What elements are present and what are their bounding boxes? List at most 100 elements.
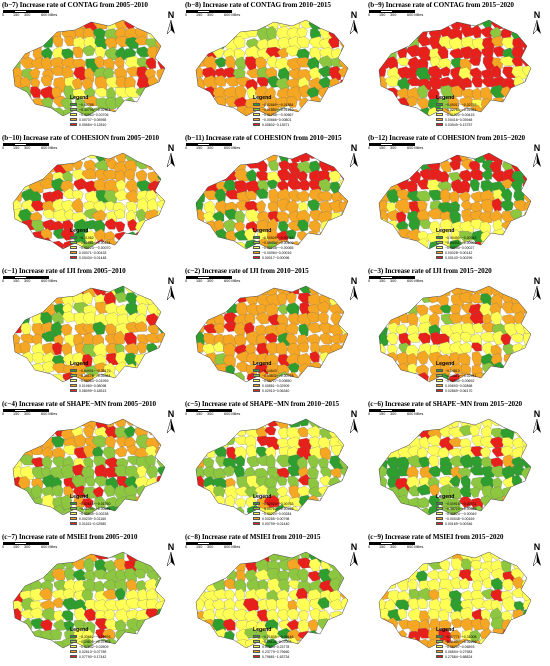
legend-label: −0.00123~−0.00070	[79, 245, 111, 250]
legend-swatch	[253, 511, 260, 516]
legend-item: −0.06297~0.06593	[436, 644, 498, 649]
scale-label: 300	[24, 545, 31, 549]
legend-swatch	[253, 235, 260, 240]
map-legend: Legend −0.00490~−0.00342 −0.00341~−0.00091…	[436, 228, 498, 260]
north-arrow-icon: N	[348, 143, 360, 167]
legend-label: 0.01161~0.02580	[79, 521, 107, 526]
legend-swatch	[436, 245, 443, 250]
legend-swatch	[436, 644, 443, 649]
panel-title: (c−4) Increase rate of SHAPE−MN from 200…	[2, 400, 156, 408]
map-panel: (b−9) Increase rate of CONTAG from 2015−…	[366, 0, 549, 133]
legend-item: −0.00090~0.00027	[436, 245, 498, 250]
legend-label: −0.00444~−0.00109	[262, 240, 294, 245]
north-arrow-icon: N	[348, 10, 360, 34]
legend-label: 0.08099~0.18513	[79, 388, 107, 393]
legend-swatch	[70, 378, 77, 383]
legend-item: 0.00017~0.00096	[253, 255, 315, 260]
legend-label: 0.06594~0.27583	[445, 649, 473, 654]
legend-label: −0.01883~−0.01259	[262, 107, 294, 112]
map-legend: Legend −0.47771~−0.31008 −0.31007~−0.06299…	[436, 627, 498, 659]
legend-label: 0.00028~0.00142	[445, 250, 473, 255]
scale-label: 300	[207, 545, 214, 549]
scale-label: 0	[2, 279, 5, 283]
legend-swatch	[253, 501, 260, 506]
legend-label: 0.02869~0.06170	[445, 388, 473, 393]
scale-label: 600 Miles	[407, 13, 424, 17]
legend-item: −0.02024~−0.00763	[253, 501, 315, 506]
legend-title: Legend	[253, 95, 272, 101]
scale-label: 150	[13, 13, 20, 17]
legend-swatch	[70, 383, 77, 388]
north-arrow-icon: N	[531, 276, 543, 300]
legend-item: 0.02910~0.06340	[253, 388, 315, 393]
legend-item: 0.07790~0.17442	[70, 654, 132, 659]
scale-label: 0	[368, 13, 371, 17]
region-map	[195, 551, 349, 649]
map-panel: (b−7) Increase rate of CONTAG from 2005−…	[0, 0, 183, 133]
map-legend: Legend −0.00509~−0.00445 −0.00444~−0.00109…	[253, 228, 315, 260]
legend-item: −0.02754~−0.01021	[436, 107, 498, 112]
legend-swatch	[70, 521, 77, 526]
legend-title: Legend	[436, 494, 455, 500]
legend-label: −0.05145~0.07003	[262, 639, 292, 644]
map-legend: Legend −0.01082 −0.01081~−0.00124 −0.00123~…	[70, 228, 132, 260]
legend-label: 0.07004~0.23778	[262, 644, 290, 649]
legend-title: Legend	[253, 627, 272, 633]
legend-item: −0.19875~−0.07833	[70, 639, 132, 644]
legend-label: −0.31007~−0.06299	[445, 639, 477, 644]
panel-title: (c−7) Increase rate of MSIEI from 2005−2…	[2, 533, 138, 541]
panel-title: (c−6) Increase rate of SHAPE−MN from 201…	[368, 400, 522, 408]
legend-label: 0.00143~0.00299	[445, 255, 473, 260]
region-map	[378, 285, 532, 383]
region-map	[378, 551, 532, 649]
legend-swatch	[436, 378, 443, 383]
legend-swatch	[70, 245, 77, 250]
scale-label: 300	[207, 412, 214, 416]
scale-label: 150	[13, 412, 20, 416]
legend-label: −0.02963~0.00706	[79, 112, 109, 117]
scale-label: 0	[185, 412, 188, 416]
scale-label: 300	[207, 13, 214, 17]
scale-label: 300	[207, 146, 214, 150]
scale-label: 150	[13, 545, 20, 549]
scale-label: 300	[207, 279, 214, 283]
legend-title: Legend	[253, 494, 272, 500]
map-panel: (c−3) Increase rate of IJI from 2015−202…	[366, 266, 549, 399]
legend-item: 0.07004~0.23778	[253, 644, 315, 649]
legend-label: 0.00071~0.00433	[79, 250, 107, 255]
legend-label: −0.00720~−0.00525	[445, 506, 477, 511]
panel-title: (b−12) Increase rate of COHESION from 20…	[368, 134, 525, 142]
legend-label: 0.00799~0.01440	[262, 521, 290, 526]
panel-title: (b−11) Increase rate of COHESION from 20…	[185, 134, 342, 142]
legend-swatch	[253, 245, 260, 250]
scale-label: 600 Miles	[41, 279, 58, 283]
legend-label: 0.00693~0.02868	[445, 383, 473, 388]
scale-label: 150	[196, 13, 203, 17]
legend-swatch	[436, 388, 443, 393]
legend-item: −0.01082	[70, 235, 132, 240]
scale-label: 300	[390, 13, 397, 17]
scale-bar: 0 150 300 600 Miles	[368, 409, 429, 421]
legend-label: 0.00285~0.00798	[262, 516, 290, 521]
legend-label: −0.01082	[79, 235, 94, 240]
legend-label: −0.19875~−0.07833	[79, 639, 111, 644]
scale-bar: 0 150 300 600 Miles	[2, 542, 63, 554]
scale-bar: 0 150 300 600 Miles	[2, 276, 63, 288]
map-legend: Legend −0.02669~−0.01884 −0.01883~−0.01259…	[253, 95, 315, 127]
legend-item: 0.00169~0.00346	[436, 521, 498, 526]
legend-label: −0.01020~0.00415	[445, 112, 475, 117]
legend-swatch	[253, 521, 260, 526]
scale-label: 0	[2, 545, 5, 549]
legend-label: −0.00341~−0.00091	[445, 240, 477, 245]
legend-swatch	[253, 117, 260, 122]
legend-swatch	[436, 112, 443, 117]
legend-label: 0.00017~0.00096	[262, 255, 290, 260]
legend-swatch	[436, 654, 443, 659]
legend-swatch	[436, 511, 443, 516]
legend-item: 0.08099~0.18513	[70, 388, 132, 393]
legend-item: −0.35178~−0.05364	[70, 373, 132, 378]
legend-item: 0.00416~0.03948	[436, 117, 498, 122]
legend-swatch	[253, 516, 260, 521]
legend-swatch	[436, 383, 443, 388]
map-legend: Legend −0.14813 −0.14812~−0.02941 −0.02940~…	[436, 361, 498, 393]
